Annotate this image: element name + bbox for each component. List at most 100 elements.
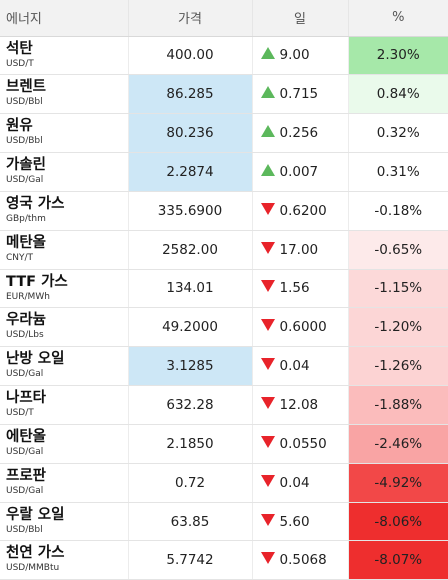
pct-cell: -4.92% <box>348 463 448 503</box>
commodity-name[interactable]: 메탄올 <box>6 234 47 251</box>
commodity-cell[interactable]: 프로판 USD/Gal <box>0 463 129 503</box>
commodity-unit: EUR/MWh <box>6 291 50 302</box>
commodity-cell[interactable]: 천연 가스 USD/MMBtu <box>0 540 129 580</box>
table-row[interactable]: 우라늄 USD/Lbs 49.2000 0.6000 -1.20% <box>0 307 448 348</box>
table-row[interactable]: 영국 가스 GBp/thm 335.6900 0.6200 -0.18% <box>0 191 448 231</box>
table-row[interactable]: 우랄 오일 USD/Bbl 63.85 5.60 -8.06% <box>0 502 448 542</box>
commodity-cell[interactable]: 나프타 USD/T <box>0 385 129 425</box>
commodity-name[interactable]: 원유 <box>6 118 33 135</box>
pct-cell: -1.88% <box>348 385 448 425</box>
commodity-cell[interactable]: 원유 USD/Bbl <box>0 113 129 154</box>
triangle-down-icon <box>260 241 275 254</box>
triangle-down-icon <box>260 202 275 215</box>
commodity-cell[interactable]: 가솔린 USD/Gal <box>0 152 129 192</box>
commodity-name[interactable]: 천연 가스 <box>6 545 65 562</box>
commodity-unit: USD/Lbs <box>6 330 44 341</box>
pct-cell: -1.26% <box>348 346 448 387</box>
commodity-name[interactable]: 가솔린 <box>6 157 47 174</box>
table-row[interactable]: 원유 USD/Bbl 80.236 0.256 0.32% <box>0 113 448 154</box>
table-row[interactable]: 에탄올 USD/Gal 2.1850 0.0550 -2.46% <box>0 424 448 464</box>
change-cell: 0.6200 <box>252 191 349 231</box>
price-cell: 3.1285 <box>128 346 253 387</box>
pct-cell: -0.18% <box>348 191 448 231</box>
commodity-unit: USD/Bbl <box>6 136 43 147</box>
header-change[interactable]: 일 <box>252 0 349 37</box>
triangle-down-icon <box>260 280 275 293</box>
change-value: 0.6200 <box>279 202 327 219</box>
price-cell: 400.00 <box>128 36 253 76</box>
commodity-name[interactable]: 에탄올 <box>6 428 47 445</box>
change-cell: 0.04 <box>252 346 349 387</box>
table-row[interactable]: 석탄 USD/T 400.00 9.00 2.30% <box>0 36 448 76</box>
commodity-unit: GBp/thm <box>6 213 46 224</box>
commodity-unit: CNY/T <box>6 252 34 263</box>
change-cell: 5.60 <box>252 502 349 542</box>
triangle-down-icon <box>260 435 275 448</box>
change-cell: 0.5068 <box>252 540 349 580</box>
change-value: 0.04 <box>279 358 310 375</box>
commodity-cell[interactable]: 석탄 USD/T <box>0 36 129 76</box>
pct-cell: -2.46% <box>348 424 448 464</box>
triangle-down-icon <box>260 319 275 332</box>
triangle-down-icon <box>260 552 275 565</box>
change-value: 17.00 <box>279 241 319 258</box>
pct-cell: -8.07% <box>348 540 448 580</box>
table-row[interactable]: 난방 오일 USD/Gal 3.1285 0.04 -1.26% <box>0 346 448 387</box>
change-cell: 12.08 <box>252 385 349 425</box>
price-cell: 134.01 <box>128 269 253 309</box>
change-cell: 0.04 <box>252 463 349 503</box>
commodity-cell[interactable]: 메탄올 CNY/T <box>0 230 129 270</box>
price-cell: 49.2000 <box>128 307 253 348</box>
commodity-cell[interactable]: TTF 가스 EUR/MWh <box>0 269 129 309</box>
pct-cell: 0.84% <box>348 74 448 115</box>
commodity-cell[interactable]: 우라늄 USD/Lbs <box>0 307 129 348</box>
price-cell: 632.28 <box>128 385 253 425</box>
commodity-name[interactable]: 브렌트 <box>6 79 47 96</box>
triangle-down-icon <box>260 358 275 371</box>
commodity-name[interactable]: 난방 오일 <box>6 351 65 368</box>
table-row[interactable]: 가솔린 USD/Gal 2.2874 0.007 0.31% <box>0 152 448 192</box>
price-cell: 2582.00 <box>128 230 253 270</box>
commodity-cell[interactable]: 우랄 오일 USD/Bbl <box>0 502 129 542</box>
commodity-cell[interactable]: 에탄올 USD/Gal <box>0 424 129 464</box>
header-name[interactable]: 에너지 <box>0 0 129 37</box>
triangle-down-icon <box>260 397 275 410</box>
header-pct[interactable]: % <box>348 0 448 37</box>
pct-cell: -1.20% <box>348 307 448 348</box>
table-row[interactable]: 천연 가스 USD/MMBtu 5.7742 0.5068 -8.07% <box>0 540 448 580</box>
change-value: 9.00 <box>279 47 310 64</box>
commodity-unit: USD/MMBtu <box>6 563 60 574</box>
commodity-name[interactable]: 우라늄 <box>6 312 47 329</box>
commodity-cell[interactable]: 브렌트 USD/Bbl <box>0 74 129 115</box>
change-value: 5.60 <box>279 513 310 530</box>
commodity-name[interactable]: 나프타 <box>6 390 47 407</box>
table-row[interactable]: 프로판 USD/Gal 0.72 0.04 -4.92% <box>0 463 448 503</box>
commodity-name[interactable]: 석탄 <box>6 40 33 57</box>
commodity-cell[interactable]: 난방 오일 USD/Gal <box>0 346 129 387</box>
change-value: 0.715 <box>279 86 319 103</box>
pct-cell: 0.31% <box>348 152 448 192</box>
price-cell: 2.1850 <box>128 424 253 464</box>
change-cell: 0.0550 <box>252 424 349 464</box>
pct-cell: 2.30% <box>348 36 448 76</box>
commodity-unit: USD/Gal <box>6 369 44 380</box>
commodity-cell[interactable]: 영국 가스 GBp/thm <box>0 191 129 231</box>
change-cell: 0.007 <box>252 152 349 192</box>
table-row[interactable]: 나프타 USD/T 632.28 12.08 -1.88% <box>0 385 448 425</box>
triangle-down-icon <box>260 474 275 487</box>
change-value: 1.56 <box>279 280 310 297</box>
table-row[interactable]: 브렌트 USD/Bbl 86.285 0.715 0.84% <box>0 74 448 115</box>
commodity-name[interactable]: 영국 가스 <box>6 195 65 212</box>
change-value: 0.0550 <box>279 435 327 452</box>
table-row[interactable]: TTF 가스 EUR/MWh 134.01 1.56 -1.15% <box>0 269 448 309</box>
commodity-name[interactable]: TTF 가스 <box>6 273 68 290</box>
commodity-name[interactable]: 프로판 <box>6 467 47 484</box>
price-cell: 5.7742 <box>128 540 253 580</box>
commodity-name[interactable]: 우랄 오일 <box>6 506 65 523</box>
change-value: 0.5068 <box>279 552 327 569</box>
header-price[interactable]: 가격 <box>128 0 253 37</box>
table-header-row: 에너지 가격 일 % <box>0 0 448 37</box>
pct-cell: -0.65% <box>348 230 448 270</box>
table-row[interactable]: 메탄올 CNY/T 2582.00 17.00 -0.65% <box>0 230 448 270</box>
